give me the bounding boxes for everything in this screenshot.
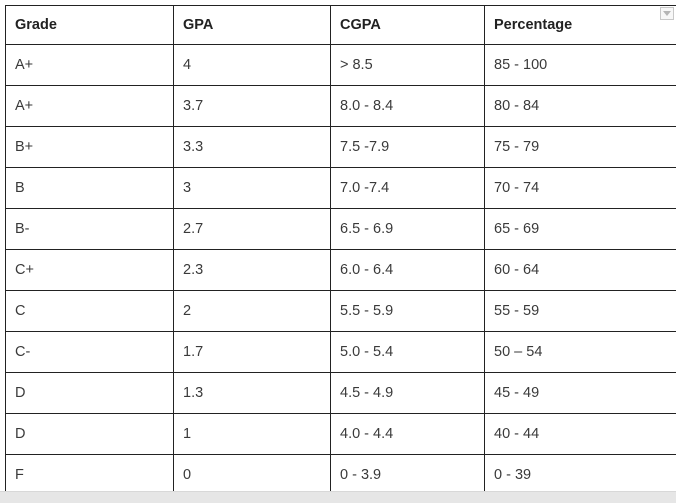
cell-grade: B+: [5, 126, 174, 168]
cell-cgpa: 6.5 - 6.9: [330, 208, 485, 250]
cell-gpa: 4: [173, 44, 331, 86]
cell-cgpa: 5.5 - 5.9: [330, 290, 485, 332]
cell-percentage: 65 - 69: [484, 208, 676, 250]
cell-percentage: 85 - 100: [484, 44, 676, 86]
table-row: D 1.3 4.5 - 4.9 45 - 49: [5, 372, 676, 414]
cell-gpa: 1: [173, 413, 331, 455]
table-row: B+ 3.3 7.5 -7.9 75 - 79: [5, 126, 676, 168]
cell-percentage: 80 - 84: [484, 85, 676, 127]
cell-grade: B: [5, 167, 174, 209]
cell-grade: A+: [5, 44, 174, 86]
header-percentage: Percentage: [484, 5, 676, 45]
cell-cgpa: 0 - 3.9: [330, 454, 485, 496]
cell-cgpa: 5.0 - 5.4: [330, 331, 485, 373]
header-cgpa: CGPA: [330, 5, 485, 45]
cell-grade: F: [5, 454, 174, 496]
table-row: A+ 4 > 8.5 85 - 100: [5, 44, 676, 86]
cell-percentage: 70 - 74: [484, 167, 676, 209]
cell-grade: C: [5, 290, 174, 332]
table-options-toggle[interactable]: [660, 7, 674, 20]
table-row: A+ 3.7 8.0 - 8.4 80 - 84: [5, 85, 676, 127]
cell-grade: C-: [5, 331, 174, 373]
cell-gpa: 2: [173, 290, 331, 332]
cell-percentage: 50 – 54: [484, 331, 676, 373]
cell-grade: B-: [5, 208, 174, 250]
cell-grade: D: [5, 413, 174, 455]
horizontal-scrollbar[interactable]: [0, 491, 676, 503]
cell-percentage: 60 - 64: [484, 249, 676, 291]
header-gpa: GPA: [173, 5, 331, 45]
cell-cgpa: > 8.5: [330, 44, 485, 86]
cell-gpa: 0: [173, 454, 331, 496]
grade-table: Grade GPA CGPA Percentage A+ 4 > 8.5 85 …: [5, 5, 676, 496]
table-row: C- 1.7 5.0 - 5.4 50 – 54: [5, 331, 676, 373]
cell-gpa: 2.7: [173, 208, 331, 250]
table-row: C+ 2.3 6.0 - 6.4 60 - 64: [5, 249, 676, 291]
cell-grade: C+: [5, 249, 174, 291]
cell-cgpa: 7.5 -7.9: [330, 126, 485, 168]
cell-cgpa: 8.0 - 8.4: [330, 85, 485, 127]
cell-percentage: 45 - 49: [484, 372, 676, 414]
cell-gpa: 3: [173, 167, 331, 209]
table-row: B 3 7.0 -7.4 70 - 74: [5, 167, 676, 209]
header-grade: Grade: [5, 5, 174, 45]
cell-gpa: 1.7: [173, 331, 331, 373]
chevron-down-icon: [663, 11, 671, 16]
cell-gpa: 2.3: [173, 249, 331, 291]
cell-grade: D: [5, 372, 174, 414]
cell-percentage: 75 - 79: [484, 126, 676, 168]
cell-gpa: 3.7: [173, 85, 331, 127]
cell-cgpa: 6.0 - 6.4: [330, 249, 485, 291]
table-row: F 0 0 - 3.9 0 - 39: [5, 454, 676, 496]
cell-cgpa: 4.0 - 4.4: [330, 413, 485, 455]
cell-percentage: 55 - 59: [484, 290, 676, 332]
table-row: D 1 4.0 - 4.4 40 - 44: [5, 413, 676, 455]
cell-gpa: 3.3: [173, 126, 331, 168]
cell-gpa: 1.3: [173, 372, 331, 414]
table-header-row: Grade GPA CGPA Percentage: [5, 5, 676, 45]
cell-percentage: 0 - 39: [484, 454, 676, 496]
cell-cgpa: 7.0 -7.4: [330, 167, 485, 209]
table-row: C 2 5.5 - 5.9 55 - 59: [5, 290, 676, 332]
cell-cgpa: 4.5 - 4.9: [330, 372, 485, 414]
table-row: B- 2.7 6.5 - 6.9 65 - 69: [5, 208, 676, 250]
cell-percentage: 40 - 44: [484, 413, 676, 455]
cell-grade: A+: [5, 85, 174, 127]
